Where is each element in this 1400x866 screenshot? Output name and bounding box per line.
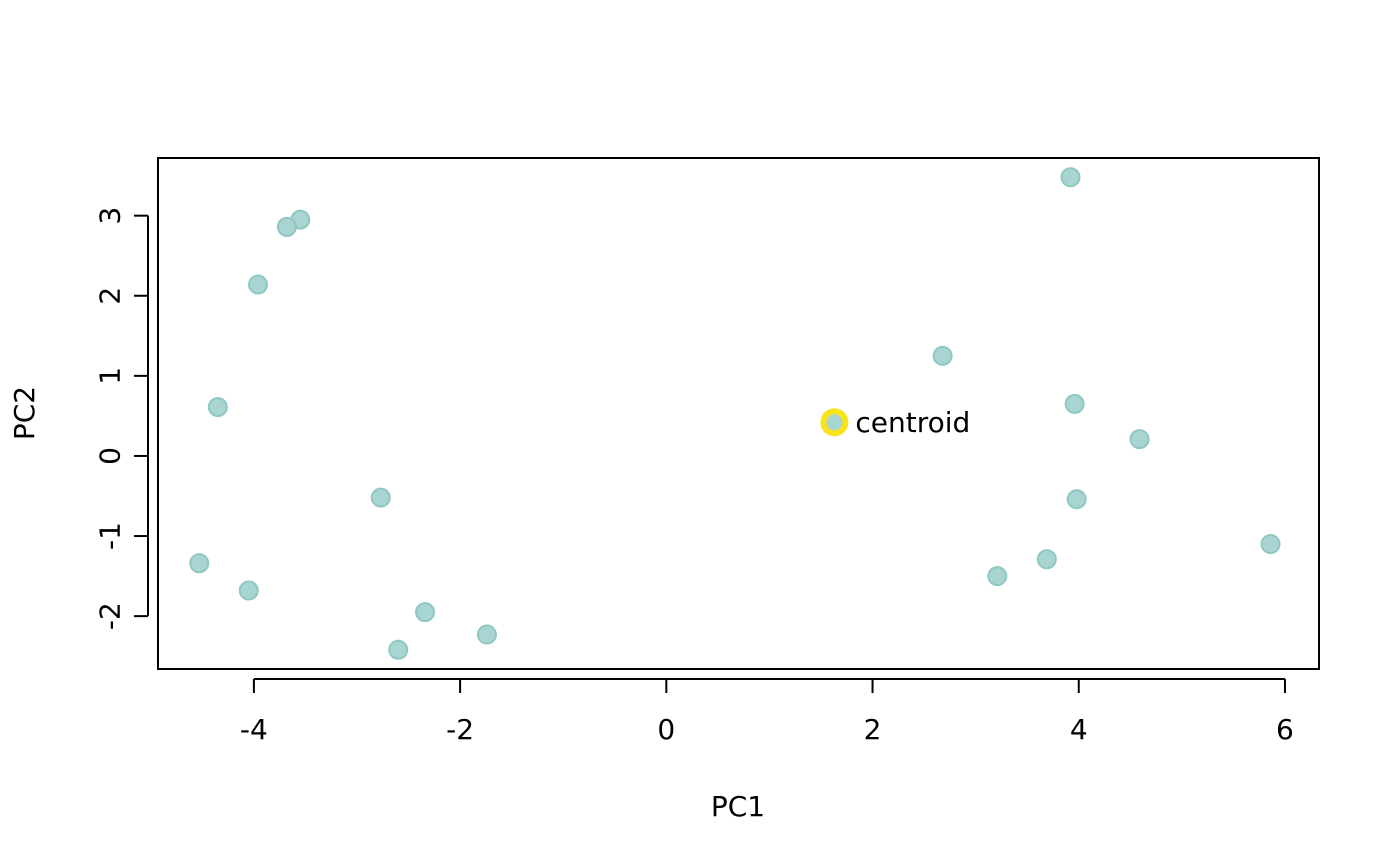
data-point: [1036, 549, 1057, 570]
x-tick-label: 4: [1070, 713, 1088, 746]
x-tick-label: -4: [240, 713, 268, 746]
data-point: [248, 274, 269, 295]
data-point: [370, 487, 391, 508]
centroid-label: centroid: [855, 406, 970, 439]
y-tick-label: 0: [94, 447, 127, 465]
y-tick-label: -2: [94, 602, 127, 630]
annotation-layer: centroid: [820, 406, 970, 439]
y-axis-title: PC2: [8, 386, 41, 440]
y-axis: -2 -1 0 1 2 3: [94, 207, 149, 630]
data-point: [388, 639, 409, 660]
plot-frame: [157, 157, 1320, 670]
x-tick-label: 0: [657, 713, 675, 746]
y-tick-label: 1: [94, 367, 127, 385]
data-point: [276, 216, 297, 237]
centroid-point: [826, 414, 843, 431]
y-tick-label: 3: [94, 207, 127, 225]
data-point: [932, 345, 953, 366]
data-point: [238, 580, 259, 601]
data-point: [1064, 393, 1085, 414]
data-point: [189, 553, 210, 574]
x-tick-label: 6: [1276, 713, 1294, 746]
x-tick-label: -2: [446, 713, 474, 746]
y-tick-label: 2: [94, 287, 127, 305]
data-point: [1066, 489, 1087, 510]
data-point: [1129, 429, 1150, 450]
x-tick-label: 2: [864, 713, 882, 746]
data-point: [207, 397, 228, 418]
data-point: [987, 566, 1008, 587]
y-tick-label: -1: [94, 522, 127, 550]
x-axis-title: PC1: [711, 790, 765, 823]
data-point: [1260, 534, 1281, 555]
points-layer: [189, 167, 1281, 660]
data-point: [476, 624, 497, 645]
x-axis: -4 -2 0 2 4 6: [240, 678, 1294, 746]
data-point: [415, 602, 436, 623]
data-point: [1060, 167, 1081, 188]
